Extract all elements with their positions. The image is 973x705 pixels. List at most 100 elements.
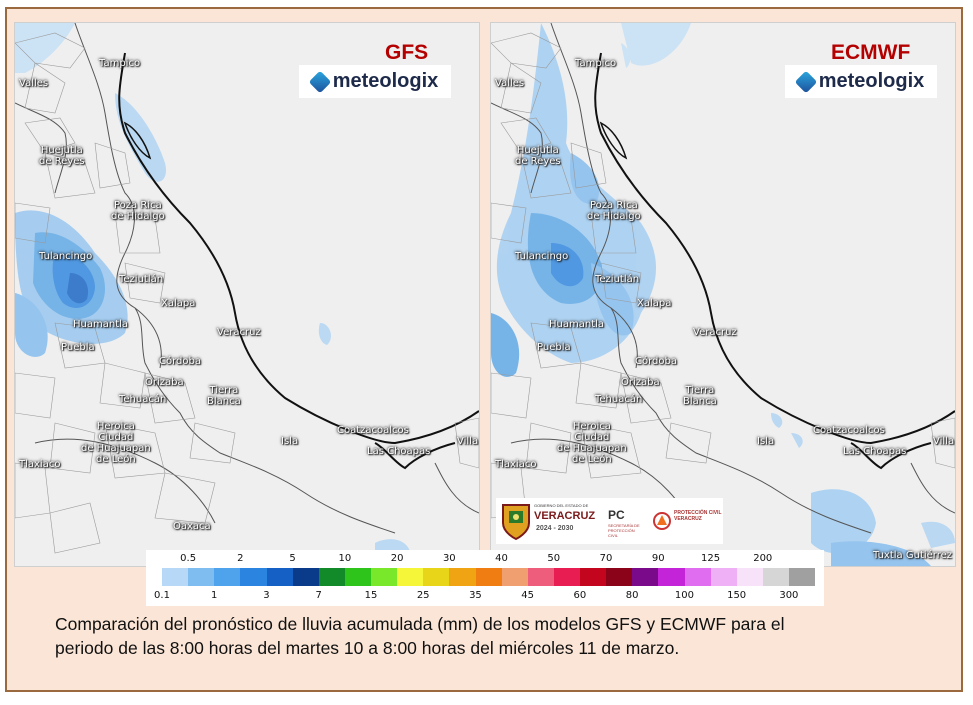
gfs-municipal-borders [15,32,479,554]
legend-swatch-9 [397,568,424,586]
legend-swatch-6 [318,568,345,586]
legend-lower-label: 300 [779,590,799,601]
ecmwf-city-puebla: Puebla [537,342,571,353]
gfs-city-laschoapas: Las Choapas [367,446,431,457]
gfs-state-borders [15,23,479,534]
ecmwf-city-tehuacan: Tehuacán [595,394,643,405]
gfs-city-huamantla: Huamantla [73,319,129,330]
legend-upper-label: 0.5 [180,553,197,564]
legend-lower-label: 3 [263,590,270,601]
legend-upper-label: 125 [700,553,721,564]
gfs-city-tulancingo: Tulancingo [39,251,93,262]
legend-swatch-1 [188,568,215,586]
ecmwf-city-orizaba: Orizaba [621,377,660,388]
ecmwf-city-tlaxiaco: Tlaxiaco [495,459,537,470]
ecmwf-city-valles: Valles [495,78,525,89]
legend-swatch-8 [371,568,398,586]
legend-swatch-24 [789,568,816,586]
legend-lower-label: 15 [364,590,378,601]
gfs-city-tlaxiaco: Tlaxiaco [19,459,61,470]
legend-lower-label: 25 [416,590,430,601]
ecmwf-city-tampico: Tampico [575,58,617,69]
legend-swatch-15 [553,568,580,586]
gfs-city-orizaba: Orizaba [145,377,184,388]
legend-lower-label: 150 [727,590,747,601]
veracruz-government-logo: GOBIERNO DEL ESTADO DE VERACRUZ 2024 - 2… [496,498,723,544]
pc-label: PC [608,508,625,522]
meteologix-icon [308,70,332,93]
gfs-precip-blobs [15,23,411,566]
legend-swatch-23 [762,568,789,586]
legend-upper-label: 5 [289,553,296,564]
legend-upper-label: 40 [495,553,508,564]
legend-lower-label: 35 [469,590,482,601]
legend-swatch-21 [710,568,737,586]
ecmwf-city-villa: Villa [933,436,955,447]
legend-lower-label: 0.1 [154,590,170,601]
gfs-meteologix-logo: meteologix [299,65,451,98]
legend-swatch-4 [266,568,293,586]
legend-swatch-11 [449,568,476,586]
legend-swatch-12 [475,568,502,586]
legend-upper-label: 70 [599,553,613,564]
legend-swatch-7 [344,568,371,586]
gfs-city-puebla: Puebla [61,342,95,353]
legend-swatch-14 [527,568,554,586]
legend-upper-label: 10 [338,553,352,564]
precip-legend: 0.5 2 5 10 20 30 40 50 70 90 125 200 0.1 1 3 7 15 25 35 45… [146,550,824,606]
legend-upper-label: 30 [442,553,456,564]
legend-lower-label: 100 [674,590,694,601]
ecmwf-city-xalapa: Xalapa [637,298,672,309]
gfs-city-veracruz: Veracruz [217,327,261,338]
gfs-city-tehuacan: Tehuacán [119,394,167,405]
ecmwf-map-panel: ECMWF meteologix Tampico Valles Huejutla de… [490,22,956,567]
ecmwf-meteologix-logo: meteologix [785,65,937,98]
legend-lower-label: 7 [315,590,322,601]
gov-line3: 2024 - 2030 [536,525,574,532]
legend-swatch-10 [423,568,450,586]
gfs-city-tampico: Tampico [99,58,141,69]
gfs-title-text: GFS [385,41,429,64]
gfs-city-huajuapan: Heroica Ciudad de Huajuapan de León [81,421,151,465]
pc-sub-label: SECRETARÍA DE PROTECCIÓN CIVIL [608,523,640,538]
legend-upper-label: 2 [237,553,244,564]
gfs-city-oaxaca: Oaxaca [173,521,211,532]
pc-veracruz-label: PROTECCIÓN CIVIL VERACRUZ [674,510,722,522]
ecmwf-city-huajuapan: Heroica Ciudad de Huajuapan de León [557,421,627,465]
caption-line1: Comparación del pronóstico de lluvia acu… [55,614,785,634]
ecmwf-city-laschoapas: Las Choapas [843,446,907,457]
gov-line2: VERACRUZ [534,510,596,522]
legend-swatch-17 [606,568,633,586]
legend-swatch-5 [292,568,319,586]
gfs-coastline [118,52,479,470]
ecmwf-city-coatzacoalcos: Coatzacoalcos [813,425,885,436]
legend-swatch-13 [501,568,528,586]
legend-swatch-16 [580,568,607,586]
gfs-city-pozarica: Poza Rica de Hidalgo [111,200,165,222]
legend-color-bar [162,568,816,586]
legend-lower-label: 45 [521,590,535,601]
legend-swatch-18 [632,568,659,586]
gov-line1: GOBIERNO DEL ESTADO DE [534,503,589,508]
legend-swatch-19 [658,568,685,586]
ecmwf-coastline [594,52,955,470]
proteccion-civil-icon [653,512,671,530]
gfs-map-graphics [15,23,479,566]
legend-upper-labels: 0.5 2 5 10 20 30 40 50 70 90 125 200 [146,553,824,565]
gfs-city-tierrablanca: Tierra Blanca [207,385,241,407]
legend-upper-label: 20 [390,553,404,564]
ecmwf-city-tulancingo: Tulancingo [515,251,569,262]
gfs-city-villa: Villa [457,436,479,447]
ecmwf-city-huejutla: Huejutla de Reyes [515,145,561,167]
gfs-city-xalapa: Xalapa [161,298,196,309]
veracruz-shield-icon [502,504,530,541]
ecmwf-map-graphics [491,23,955,566]
ecmwf-title-text: ECMWF [831,41,911,64]
legend-lower-label: 1 [211,590,218,601]
gfs-city-teziutlan: Teziutlán [119,274,164,285]
meteologix-icon [794,70,818,93]
legend-lower-label: 80 [625,590,639,601]
gfs-map-panel: GFS meteologix Tampico Valles Huejutla de R… [14,22,480,567]
ecmwf-city-tierrablanca: Tierra Blanca [683,385,717,407]
gfs-brand-text: meteologix [332,70,439,92]
